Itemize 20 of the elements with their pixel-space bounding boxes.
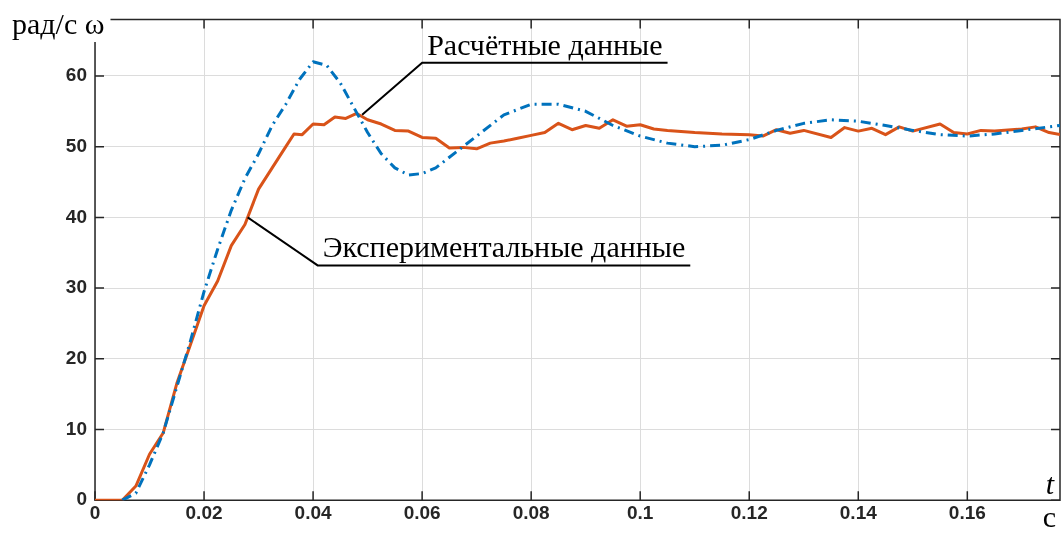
x-axis-title: t: [1045, 467, 1055, 501]
x-tick-label: 0.16: [948, 501, 986, 523]
x-tick-label: 0.08: [512, 501, 550, 523]
x-tick-label: 0.12: [730, 501, 768, 523]
x-tick-label: 0.02: [185, 501, 223, 523]
x-tick-label: 0.14: [839, 501, 878, 523]
y-tick-label: 20: [65, 347, 87, 369]
y-tick-label: 30: [65, 276, 87, 298]
x-tick-label: 0.1: [626, 501, 654, 523]
annotation: Расчётные данные: [427, 27, 663, 61]
x-tick-label: 0: [89, 501, 101, 523]
x2-axis-title: с: [1042, 500, 1056, 534]
y-tick-label: 50: [65, 134, 87, 156]
y-tick-label: 40: [65, 205, 87, 227]
x-tick-label: 0.04: [294, 501, 332, 523]
y-tick-label: 60: [65, 64, 87, 86]
y-tick-label: 10: [65, 417, 87, 439]
x-tick-label: 0.06: [403, 501, 441, 523]
annotation: Экспериментальные данные: [322, 230, 686, 264]
y-axis-title: рад/с ω: [12, 7, 105, 40]
